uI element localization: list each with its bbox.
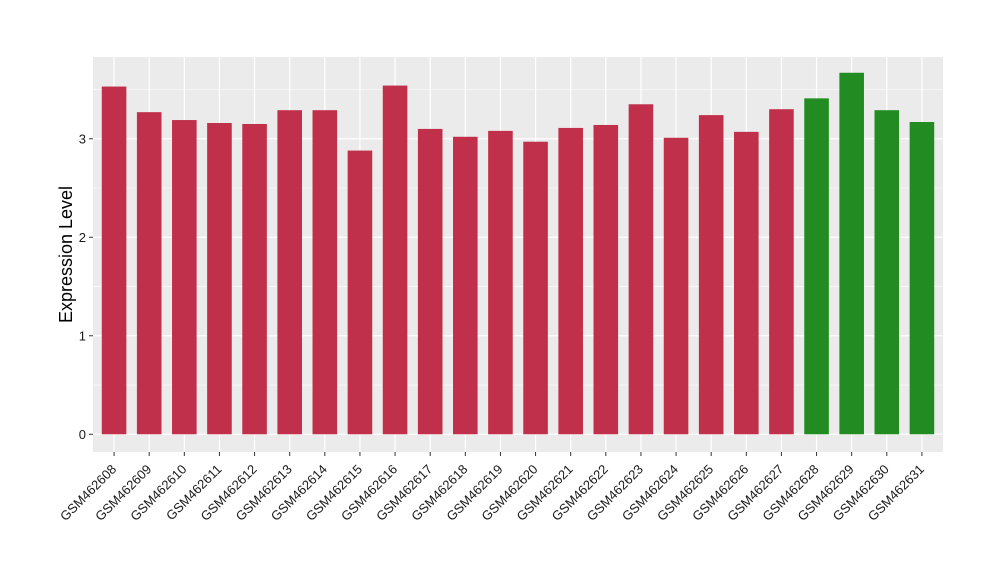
- bar-gsm462619: [488, 130, 513, 435]
- bar-gsm462611: [207, 122, 232, 435]
- bar-gsm462620: [523, 141, 548, 435]
- bar-gsm462621: [558, 127, 583, 435]
- bar-gsm462618: [453, 136, 478, 435]
- bar-gsm462629: [839, 72, 864, 435]
- bar-gsm462617: [417, 128, 443, 435]
- y-tick-label: 1: [79, 328, 86, 343]
- bar-gsm462628: [804, 98, 829, 435]
- bar-gsm462616: [382, 85, 408, 435]
- y-axis-ticks: 0 1 2 3: [79, 131, 93, 442]
- bar-gsm462614: [312, 110, 338, 435]
- bar-gsm462623: [628, 104, 654, 435]
- bar-gsm462615: [347, 150, 373, 435]
- bar-gsm462622: [593, 124, 619, 435]
- bar-gsm462612: [242, 123, 267, 435]
- bar-gsm462627: [769, 109, 794, 435]
- y-tick-label: 0: [79, 427, 86, 442]
- bar-gsm462630: [874, 110, 900, 435]
- bar-gsm462625: [698, 115, 724, 435]
- bar-gsm462609: [136, 112, 162, 435]
- plot-panel: [93, 57, 943, 452]
- bar-gsm462613: [277, 110, 302, 435]
- y-tick-label: 2: [79, 230, 86, 245]
- bar-gsm462624: [663, 137, 689, 435]
- bars: [101, 72, 935, 435]
- x-axis-ticks: GSM462608GSM462609GSM462610GSM462611GSM4…: [57, 452, 927, 524]
- y-axis-title: Expression Level: [56, 186, 76, 323]
- y-tick-label: 3: [79, 131, 86, 146]
- bar-gsm462608: [101, 86, 127, 435]
- bar-gsm462631: [909, 122, 935, 435]
- minor-gridlines: [93, 89, 943, 386]
- bar-gsm462610: [172, 120, 197, 435]
- bar-gsm462626: [734, 131, 759, 435]
